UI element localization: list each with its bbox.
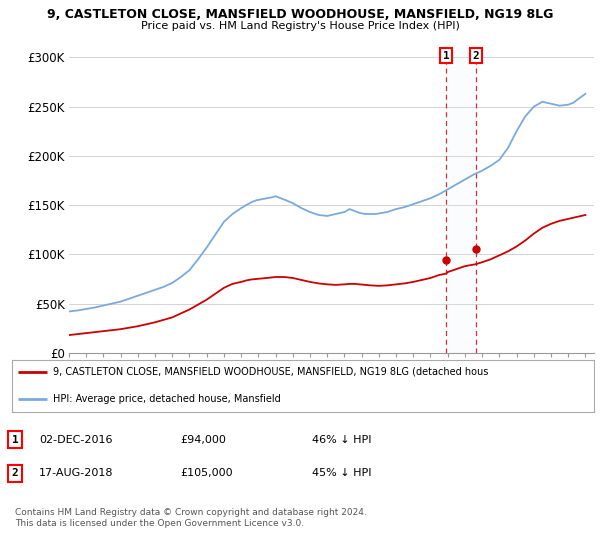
Text: 2: 2 (11, 468, 19, 478)
Bar (446, 48, 476, 353)
Text: £105,000: £105,000 (180, 468, 233, 478)
Text: 02-DEC-2016: 02-DEC-2016 (39, 435, 113, 445)
Text: 17-AUG-2018: 17-AUG-2018 (39, 468, 113, 478)
Text: 9, CASTLETON CLOSE, MANSFIELD WOODHOUSE, MANSFIELD, NG19 8LG: 9, CASTLETON CLOSE, MANSFIELD WOODHOUSE,… (47, 8, 553, 21)
Text: £94,000: £94,000 (180, 435, 226, 445)
Text: Price paid vs. HM Land Registry's House Price Index (HPI): Price paid vs. HM Land Registry's House … (140, 21, 460, 31)
Text: 46% ↓ HPI: 46% ↓ HPI (312, 435, 371, 445)
Text: 9, CASTLETON CLOSE, MANSFIELD WOODHOUSE, MANSFIELD, NG19 8LG (detached hous: 9, CASTLETON CLOSE, MANSFIELD WOODHOUSE,… (53, 367, 488, 377)
Text: HPI: Average price, detached house, Mansfield: HPI: Average price, detached house, Mans… (53, 394, 280, 404)
Text: 1: 1 (443, 50, 449, 60)
Text: 45% ↓ HPI: 45% ↓ HPI (312, 468, 371, 478)
Text: 2: 2 (472, 50, 479, 60)
Text: 1: 1 (11, 435, 19, 445)
Text: Contains HM Land Registry data © Crown copyright and database right 2024.
This d: Contains HM Land Registry data © Crown c… (15, 508, 367, 528)
